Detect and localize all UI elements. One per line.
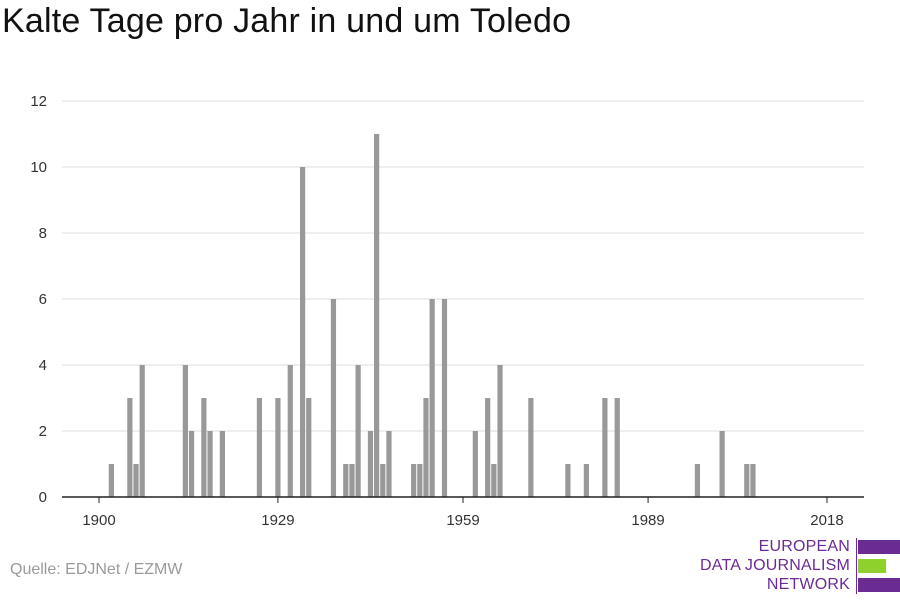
bar-1933 [300, 167, 306, 497]
bar-1902 [108, 464, 114, 497]
bar-1947 [386, 431, 392, 497]
bar-2005 [744, 464, 750, 497]
bar-1976 [565, 464, 571, 497]
bar-1954 [429, 299, 435, 497]
y-tick-label: 4 [39, 357, 47, 374]
bar-1946 [380, 464, 386, 497]
bar-1961 [472, 431, 478, 497]
bar-1915 [188, 431, 195, 497]
y-tick-label: 6 [39, 291, 47, 308]
gridlines [62, 100, 864, 432]
x-tick-label: 1900 [82, 512, 115, 529]
bar-1931 [287, 365, 293, 497]
bar-1982 [602, 398, 608, 497]
bar-1941 [349, 464, 355, 497]
bar-1945 [374, 134, 380, 497]
bar-1984 [614, 398, 620, 497]
bar-1905 [127, 398, 133, 497]
y-tick-label: 12 [30, 93, 47, 110]
bar-1906 [133, 464, 139, 497]
axes [62, 496, 864, 503]
logo-bar-green [858, 559, 886, 573]
bar-1964 [491, 464, 497, 497]
chart-title: Kalte Tage pro Jahr in und um Toledo [2, 2, 572, 40]
bar-1951 [411, 464, 417, 497]
logo-line-3: NETWORK [766, 576, 850, 593]
x-tick-label: 1989 [631, 512, 664, 529]
bar-1956 [441, 299, 448, 497]
bar-2001 [719, 431, 725, 497]
bar-1952 [417, 464, 423, 497]
bar-1997 [694, 464, 701, 497]
bar-1944 [367, 431, 374, 497]
logo-bar-purple-top [858, 540, 900, 554]
bar-1953 [423, 398, 429, 497]
bar-1940 [343, 464, 349, 497]
bar-1917 [201, 398, 207, 497]
bar-1938 [330, 299, 337, 497]
bar-1942 [355, 365, 361, 497]
bar-1963 [485, 398, 491, 497]
bar-1926 [256, 398, 263, 497]
logo-divider [856, 538, 857, 594]
x-tick-label: 1929 [261, 512, 294, 529]
logo-line-1: EUROPEAN [758, 538, 850, 555]
bar-1918 [207, 431, 213, 497]
logo-line-2: DATA JOURNALISM [700, 557, 850, 574]
bars [108, 134, 756, 497]
edjnet-logo: EUROPEAN DATA JOURNALISM NETWORK [700, 538, 900, 594]
y-tick-label: 10 [30, 159, 47, 176]
bar-1929 [275, 398, 281, 497]
bar-1920 [219, 431, 225, 497]
x-tick-label: 2018 [810, 512, 843, 529]
bar-1934 [306, 398, 312, 497]
bar-1907 [139, 365, 145, 497]
bar-1970 [528, 398, 534, 497]
y-tick-label: 0 [39, 489, 47, 506]
bar-1914 [182, 365, 188, 497]
bar-1979 [583, 464, 589, 497]
bar-2006 [750, 464, 756, 497]
tick-labels: 0 2 4 6 8 10 12 1900 1929 1959 1989 2018 [30, 93, 843, 529]
source-note: Quelle: EDJNet / EZMW [10, 561, 183, 578]
y-tick-label: 2 [39, 423, 47, 440]
logo-bar-purple-bottom [858, 578, 900, 592]
x-tick-label: 1959 [446, 512, 479, 529]
bar-1965 [497, 365, 503, 497]
y-tick-label: 8 [39, 225, 47, 242]
